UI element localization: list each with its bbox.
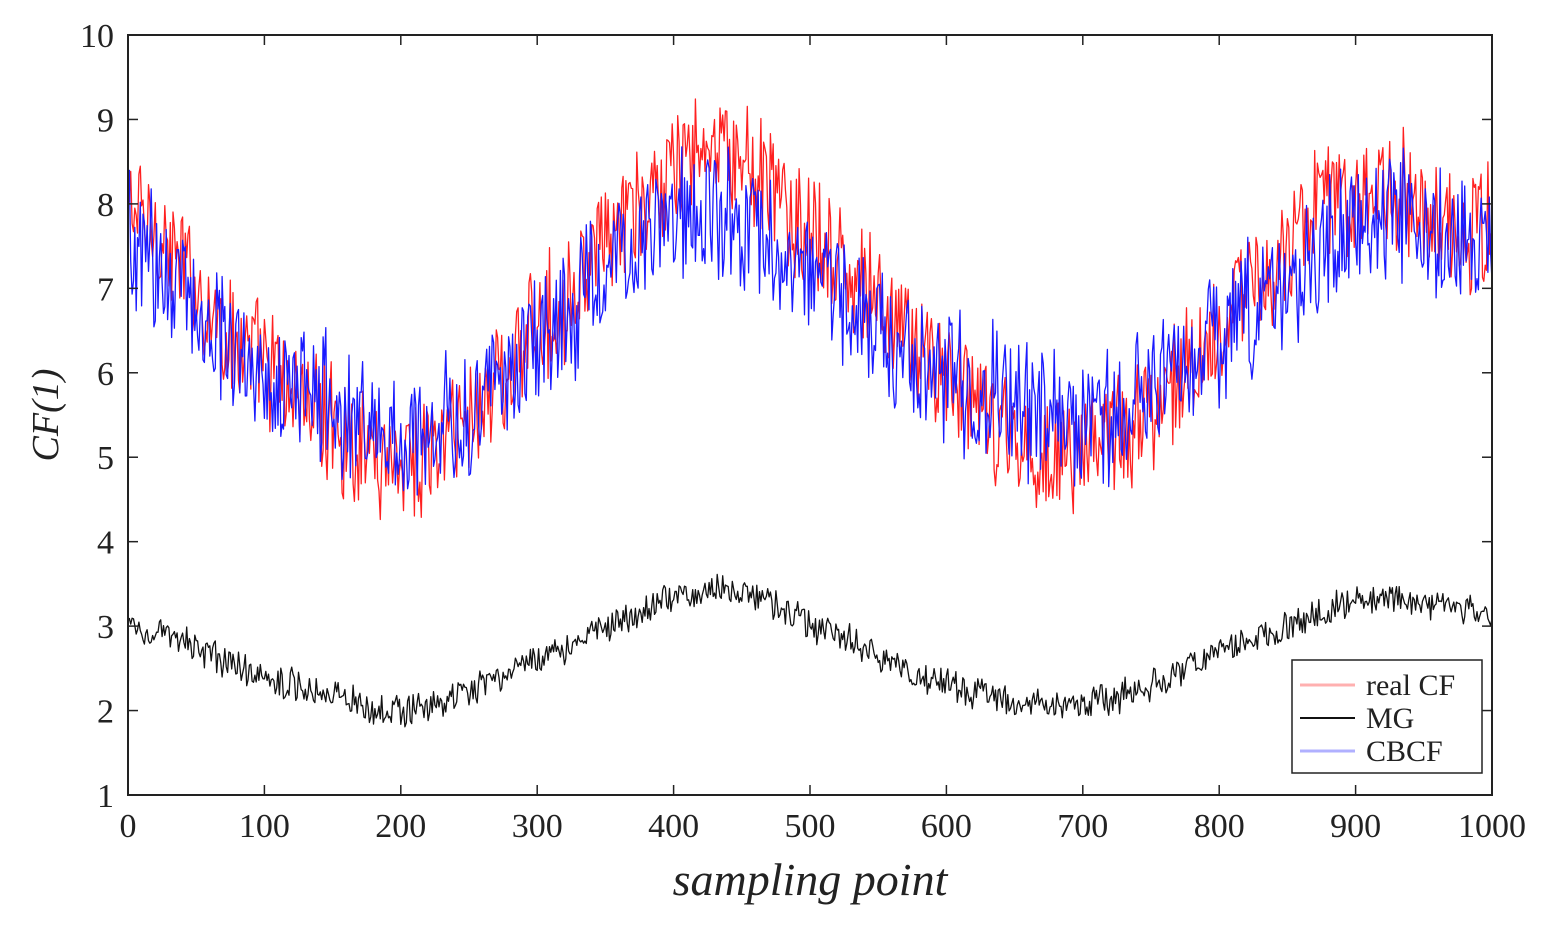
x-tick-label: 100 <box>239 808 290 845</box>
x-tick-label: 300 <box>512 808 563 845</box>
legend: real CF MG CBCF <box>1291 659 1483 774</box>
plot-area-frame <box>127 34 1493 796</box>
y-tick-label: 5 <box>97 440 114 477</box>
series-line-cbcf <box>127 146 1493 496</box>
x-tick-label: 600 <box>921 808 972 845</box>
series-layer <box>127 98 1493 728</box>
series-line-mg <box>127 573 1493 728</box>
x-tick-label: 400 <box>648 808 699 845</box>
x-axis-title: sampling point <box>673 854 949 905</box>
legend-box <box>1291 659 1483 774</box>
y-tick-label: 4 <box>97 525 114 562</box>
legend-label-mg: MG <box>1366 702 1414 735</box>
ticks-layer: 0 100 200 300 400 500 600 700 800 900 1000 1 2 3 4 5 6 7 8… <box>80 18 1526 845</box>
y-axis-title: CF(1) <box>25 369 67 462</box>
y-tick-label: 7 <box>97 271 114 308</box>
legend-label-real-cf: real CF <box>1366 669 1455 702</box>
x-tick-label: 800 <box>1194 808 1245 845</box>
y-tick-label: 10 <box>80 18 114 55</box>
y-tick-label: 8 <box>97 187 114 224</box>
x-tick-label: 900 <box>1330 808 1381 845</box>
y-tick-label: 6 <box>97 356 114 393</box>
legend-label-cbcf: CBCF <box>1366 735 1443 768</box>
x-tick-label: 1000 <box>1458 808 1526 845</box>
x-tick-label: 500 <box>785 808 836 845</box>
y-tick-label: 3 <box>97 609 114 646</box>
x-tick-label: 200 <box>375 808 426 845</box>
y-tick-label: 2 <box>97 694 114 731</box>
x-tick-label: 0 <box>120 808 137 845</box>
x-tick-label: 700 <box>1057 808 1108 845</box>
y-tick-label: 1 <box>97 778 114 815</box>
y-tick-label: 9 <box>97 102 114 139</box>
